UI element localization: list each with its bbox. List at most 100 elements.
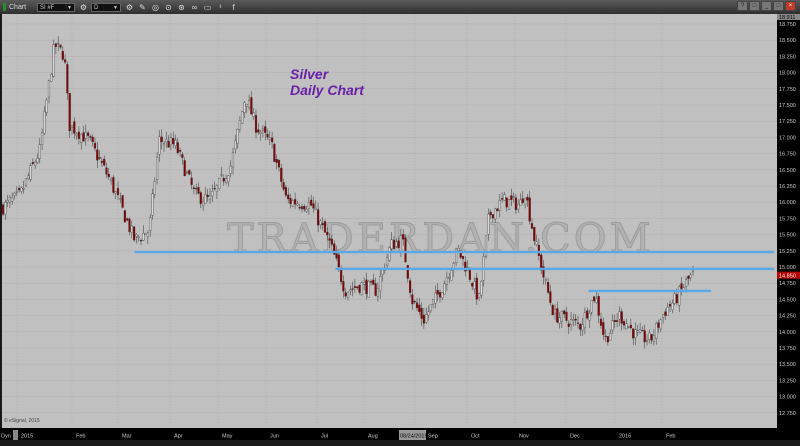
candle-down bbox=[167, 141, 170, 148]
restore-button[interactable]: □ bbox=[749, 1, 760, 11]
candle-up bbox=[57, 42, 60, 45]
candle-down bbox=[420, 307, 423, 319]
twitter-icon[interactable]: ᵗ bbox=[219, 2, 222, 12]
candle-down bbox=[2, 204, 5, 215]
candle-up bbox=[204, 194, 207, 204]
close-button[interactable]: × bbox=[785, 1, 796, 11]
candle-up bbox=[259, 131, 262, 134]
zoom-icon[interactable]: ⊙ bbox=[165, 2, 172, 12]
interval-settings-icon[interactable]: ⚙ bbox=[125, 2, 134, 12]
candle-up bbox=[215, 185, 218, 192]
maximize-button[interactable]: □ bbox=[773, 1, 784, 11]
candle-up bbox=[27, 175, 30, 179]
candle-down bbox=[96, 149, 99, 161]
candle-up bbox=[75, 133, 78, 136]
candle-up bbox=[45, 99, 48, 113]
candle-up bbox=[165, 139, 168, 142]
candle-up bbox=[185, 171, 189, 174]
interval-input[interactable]: D ▼ bbox=[91, 2, 121, 12]
candle-up bbox=[34, 162, 37, 166]
pencil-icon[interactable]: ✎ bbox=[139, 2, 146, 12]
price-tick-label: 13.750 bbox=[779, 346, 796, 352]
candle-up bbox=[553, 309, 557, 314]
candle-down bbox=[300, 206, 304, 210]
refresh-icon[interactable]: ⊛ bbox=[178, 2, 185, 12]
candle-down bbox=[533, 227, 536, 242]
candle-down bbox=[107, 173, 110, 178]
candle-up bbox=[307, 202, 310, 209]
candle-down bbox=[471, 283, 474, 287]
price-tick-label: 18.750 bbox=[779, 22, 796, 28]
candle-down bbox=[650, 334, 653, 341]
candle-down bbox=[687, 275, 690, 279]
candle-up bbox=[268, 137, 271, 141]
candle-down bbox=[549, 291, 552, 303]
candle-down bbox=[317, 209, 320, 226]
candle-up bbox=[445, 277, 448, 285]
chart-annotation: Silver Daily Chart bbox=[290, 66, 364, 98]
symbol-settings-icon[interactable]: ⚙ bbox=[79, 2, 88, 12]
candle-up bbox=[137, 236, 140, 238]
candle-down bbox=[586, 310, 589, 319]
candle-down bbox=[139, 240, 143, 242]
candle-up bbox=[151, 193, 154, 216]
top-price-label: 18.911 bbox=[779, 15, 795, 21]
time-axis[interactable]: Dyn 2015 Feb Mar Apr May Jun Jul Aug Sep Oct Nov Dec… bbox=[0, 428, 800, 440]
candle-down bbox=[73, 121, 76, 134]
candle-up bbox=[494, 208, 497, 220]
price-tick-label: 17.000 bbox=[779, 135, 796, 141]
candle-up bbox=[634, 329, 637, 338]
chart-plot-area[interactable]: TRADERDAN.COM Silver Daily Chart bbox=[2, 14, 777, 428]
candle-up bbox=[432, 299, 435, 305]
candle-down bbox=[496, 208, 499, 212]
candle-up bbox=[512, 196, 515, 198]
candle-down bbox=[54, 43, 57, 47]
candle-down bbox=[98, 157, 101, 159]
timeframe-label: Dyn bbox=[1, 434, 11, 440]
price-tick-label: 14.250 bbox=[779, 314, 796, 320]
candle-up bbox=[455, 248, 458, 263]
candle-up bbox=[535, 241, 538, 245]
candle-down bbox=[629, 324, 632, 329]
price-axis[interactable]: 18.750 18.500 18.250 18.000 17.750 17.500 17.2… bbox=[777, 14, 800, 428]
candle-down bbox=[620, 311, 623, 324]
candle-up bbox=[457, 248, 460, 251]
candle-down bbox=[310, 199, 313, 206]
candle-up bbox=[20, 187, 23, 192]
facebook-icon[interactable]: f bbox=[232, 2, 235, 12]
link-icon[interactable]: ∞ bbox=[191, 2, 198, 12]
candle-up bbox=[11, 197, 14, 202]
candle-up bbox=[427, 311, 430, 316]
cursor-icon[interactable]: ◎ bbox=[152, 2, 159, 12]
candle-down bbox=[257, 129, 260, 133]
candle-up bbox=[395, 241, 398, 247]
symbol-input[interactable]: SI #F ▼ bbox=[37, 2, 75, 12]
candle-down bbox=[266, 134, 269, 138]
candle-up bbox=[220, 174, 223, 176]
candle-up bbox=[24, 178, 28, 186]
candle-down bbox=[250, 97, 253, 115]
candle-down bbox=[436, 290, 439, 295]
candle-up bbox=[639, 329, 642, 333]
candle-down bbox=[563, 310, 566, 315]
candle-up bbox=[13, 192, 16, 196]
candle-down bbox=[409, 280, 412, 293]
candle-down bbox=[116, 188, 120, 196]
candle-up bbox=[15, 191, 18, 193]
candle-up bbox=[130, 225, 133, 233]
candle-up bbox=[52, 44, 55, 77]
candle-down bbox=[64, 59, 67, 63]
help-button[interactable]: ? bbox=[737, 1, 748, 11]
chat-icon[interactable]: ▭ bbox=[203, 2, 212, 12]
candle-up bbox=[572, 318, 575, 321]
candle-down bbox=[505, 197, 508, 208]
time-tick-label: Mar bbox=[122, 434, 132, 440]
candle-up bbox=[114, 191, 117, 194]
candle-down bbox=[31, 162, 34, 165]
time-tick-label: Apr bbox=[174, 434, 183, 440]
candle-up bbox=[349, 289, 352, 292]
minimize-button[interactable]: _ bbox=[761, 1, 772, 11]
candle-down bbox=[277, 160, 281, 168]
candle-up bbox=[544, 279, 547, 281]
candle-down bbox=[418, 304, 421, 312]
